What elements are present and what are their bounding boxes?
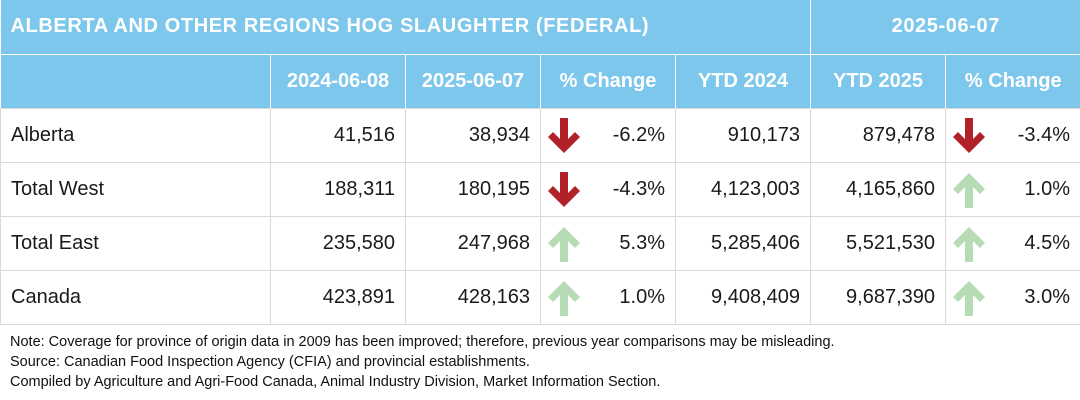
arrow-up-icon [547,278,581,318]
title-row: ALBERTA AND OTHER REGIONS HOG SLAUGHTER … [0,0,1080,55]
ytd-curr-value: 4,165,860 [810,161,947,217]
ytd-change-cell: 4.5% [945,215,1080,271]
coverage-note: Note: Coverage for province of origin da… [10,334,835,350]
table-row: Alberta 41,516 38,934 -6.2% 910,173 879,478 -3… [0,107,1080,163]
arrow-down-icon [547,170,581,210]
ytd-change-cell: 3.0% [945,269,1080,325]
slaughter-table: ALBERTA AND OTHER REGIONS HOG SLAUGHTER … [0,0,1080,325]
week-change-cell: 1.0% [540,269,676,325]
curr-week-value: 38,934 [405,107,541,163]
ytd-curr-value: 879,478 [810,107,947,163]
slaughter-table-container: ALBERTA AND OTHER REGIONS HOG SLAUGHTER … [0,0,1080,325]
week-change-value: -4.3% [612,177,665,200]
region-name: Total East [0,215,271,271]
header-row: 2024-06-08 2025-06-07 % Change YTD 2024 … [0,54,1080,108]
arrow-up-icon [952,170,986,210]
ytd-curr-value: 9,687,390 [810,269,947,325]
curr-week-value: 180,195 [405,161,541,217]
compiled-by-note: Compiled by Agriculture and Agri-Food Ca… [10,374,661,390]
ytd-prev-value: 910,173 [674,107,812,163]
arrow-up-icon [547,224,581,264]
ytd-change-value: 3.0% [1024,285,1071,308]
column-header-ytd-prev: YTD 2024 [675,54,812,108]
table-row: Canada 423,891 428,163 1.0% 9,408,409 9,687,3… [0,269,1080,325]
arrow-up-icon [952,278,986,318]
column-header-prev-week: 2024-06-08 [270,54,406,108]
ytd-change-cell: 1.0% [945,161,1080,217]
report-date: 2025-06-07 [810,0,1080,55]
ytd-prev-value: 9,408,409 [674,269,812,325]
week-change-cell: -4.3% [540,161,676,217]
curr-week-value: 247,968 [405,215,541,271]
column-header-ytd-change: % Change [945,54,1080,108]
table-title: ALBERTA AND OTHER REGIONS HOG SLAUGHTER … [0,0,812,55]
prev-week-value: 41,516 [270,107,406,163]
ytd-curr-value: 5,521,530 [810,215,947,271]
prev-week-value: 423,891 [270,269,406,325]
prev-week-value: 235,580 [270,215,406,271]
table-row: Total West 188,311 180,195 -4.3% 4,123,003 4,… [0,161,1080,217]
week-change-cell: 5.3% [540,215,676,271]
week-change-value: 1.0% [619,285,665,308]
ytd-change-value: 1.0% [1024,177,1071,200]
region-name: Canada [0,269,271,325]
column-header-region [0,54,271,108]
footnotes: Note: Coverage for province of origin da… [10,332,835,392]
table-row: Total East 235,580 247,968 5.3% 5,285,406 5,5… [0,215,1080,271]
source-note: Source: Canadian Food Inspection Agency … [10,354,530,370]
curr-week-value: 428,163 [405,269,541,325]
week-change-cell: -6.2% [540,107,676,163]
region-name: Total West [0,161,271,217]
ytd-change-value: 4.5% [1024,231,1071,254]
table-body: Alberta 41,516 38,934 -6.2% 910,173 879,478 -3… [0,107,1080,325]
column-header-curr-week: 2025-06-07 [405,54,541,108]
ytd-prev-value: 4,123,003 [674,161,812,217]
ytd-change-cell: -3.4% [945,107,1080,163]
column-header-ytd-curr: YTD 2025 [810,54,947,108]
region-name: Alberta [0,107,271,163]
ytd-prev-value: 5,285,406 [674,215,812,271]
arrow-up-icon [952,224,986,264]
week-change-value: -6.2% [612,123,665,146]
column-header-week-change: % Change [540,54,676,108]
week-change-value: 5.3% [619,231,665,254]
arrow-down-icon [952,116,986,156]
ytd-change-value: -3.4% [1017,123,1071,146]
arrow-down-icon [547,116,581,156]
prev-week-value: 188,311 [270,161,406,217]
